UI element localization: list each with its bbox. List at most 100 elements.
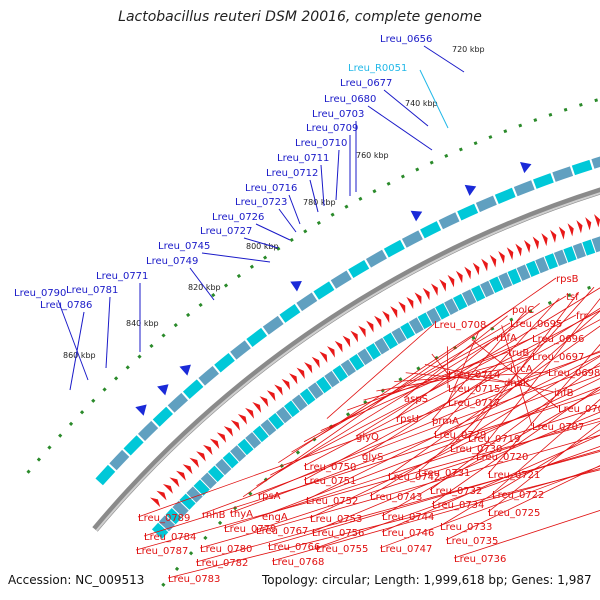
forward-gene-label: Lreu_0723	[235, 197, 287, 208]
forward-cog-band-segment	[401, 230, 423, 248]
reverse-gene-arrow	[576, 220, 583, 234]
reverse-gene-label: rbfA	[496, 333, 517, 344]
reverse-gene-label: Lreu_0779	[224, 524, 276, 535]
reverse-leader-line	[229, 374, 600, 514]
reverse-leader-line	[471, 339, 559, 409]
forward-gene-label: Lreu_0781	[66, 285, 118, 296]
reverse-gene-label: thyA	[230, 509, 253, 520]
reverse-leader-line	[381, 434, 600, 533]
forward-gene-label: Lreu_0771	[96, 271, 148, 282]
reverse-cog-band-segment	[489, 276, 504, 294]
forward-gene-label: Lreu_0790	[14, 288, 66, 299]
reverse-gene-label: Lreu_0697	[532, 352, 584, 363]
reverse-leader-line	[346, 351, 509, 411]
reverse-cog-band-segment	[276, 406, 292, 424]
reverse-leader-line	[167, 469, 600, 579]
forward-leader-line	[105, 296, 111, 369]
reverse-leader-line	[257, 350, 600, 496]
reverse-gene-label: Lreu_0722	[492, 490, 544, 501]
reverse-gene-arrow	[506, 247, 514, 261]
reverse-leader-line	[137, 351, 600, 518]
reverse-cog-band-segment	[535, 256, 549, 274]
reverse-gene-arrow	[455, 270, 463, 284]
reverse-gene-label: Lreu_0756	[312, 528, 364, 539]
reverse-gene-arrow	[532, 236, 540, 250]
reverse-cog-band-segment	[324, 370, 340, 388]
forward-gene-label: Lreu_0726	[212, 212, 264, 223]
reverse-gene-label: Lreu_0783	[168, 574, 220, 585]
forward-cog-band-segment	[383, 239, 405, 258]
reverse-gene-label: rpsB	[556, 274, 579, 285]
forward-cog-band-segment	[246, 327, 268, 347]
reverse-leader-line	[431, 310, 527, 421]
forward-gene-label: Lreu_0680	[324, 94, 376, 105]
reverse-cog-band-segment	[452, 293, 468, 311]
reverse-gene-arrow	[447, 274, 455, 288]
forward-cog-band-segment	[167, 392, 189, 413]
reverse-cog-band-segment	[222, 452, 239, 469]
reverse-gene-arrow	[342, 335, 351, 348]
forward-leader-line	[320, 164, 325, 207]
reverse-leader-line	[320, 337, 533, 431]
reverse-gene-label: Lreu_0768	[272, 557, 324, 568]
reverse-cog-band-segment	[349, 353, 365, 371]
reverse-gene-arrow	[398, 301, 406, 314]
forward-cog-band-segment	[365, 249, 387, 268]
reverse-cog-band-segment	[260, 419, 277, 436]
reverse-gene-arrow	[382, 310, 390, 323]
reverse-gene-arrow	[245, 407, 255, 419]
reverse-gene-arrow	[289, 373, 298, 385]
reverse-gene-arrow	[498, 250, 505, 264]
reverse-gene-arrow	[430, 283, 438, 296]
reverse-gene-arrow	[304, 362, 313, 374]
reverse-gene-arrow	[489, 254, 497, 268]
reverse-cog-band-segment	[498, 272, 513, 289]
reverse-cog-band-segment	[357, 348, 373, 366]
reverse-cog-band-segment	[215, 458, 232, 476]
forward-cog-band-segment	[348, 259, 370, 278]
forward-gene-label: Lreu_0745	[158, 241, 210, 252]
reverse-gene-label: Lreu_0695	[510, 319, 562, 330]
forward-leader-line	[423, 45, 465, 73]
reverse-gene-arrow	[350, 330, 358, 343]
forward-cog-band-segment	[109, 449, 130, 471]
reverse-gene-label: Lreu_0714	[448, 370, 500, 381]
reverse-gene-label: Lreu_0725	[488, 508, 540, 519]
reverse-gene-arrow	[422, 287, 430, 301]
forward-cog-band-segment	[420, 221, 442, 239]
reverse-leader-line	[291, 322, 511, 453]
reverse-leader-line	[303, 319, 600, 481]
reverse-gene-arrow	[216, 432, 227, 443]
reverse-gene-label: Lreu_0755	[316, 544, 368, 555]
reverse-gene-label: Lreu_0742	[388, 472, 440, 483]
reverse-gene-label: Lreu_0735	[446, 536, 498, 547]
forward-cog-band-segment	[262, 315, 284, 335]
reverse-cog-band-segment	[435, 302, 450, 320]
reverse-cog-band-segment	[200, 472, 217, 489]
reverse-leader-line	[394, 371, 549, 382]
map-title: Lactobacillus reuteri DSM 20016, complet…	[118, 9, 482, 25]
reverse-gene-arrow	[358, 325, 366, 338]
reverse-cog-band-segment	[283, 400, 300, 418]
reverse-gene-label: rpsU	[396, 414, 419, 425]
reverse-cog-band-segment	[374, 337, 390, 355]
reverse-cog-band-segment	[172, 500, 189, 517]
reverse-gene-arrow	[472, 262, 480, 276]
reverse-leader-line	[429, 362, 600, 491]
reverse-gene-arrow	[311, 356, 320, 369]
reverse-leader-line	[467, 291, 579, 439]
reverse-leader-line	[403, 315, 508, 399]
reverse-cog-band-segment	[461, 289, 477, 306]
forward-leader-line	[335, 149, 340, 201]
reverse-gene-label: Lreu_0730	[450, 444, 502, 455]
reverse-gene-arrow	[464, 266, 472, 280]
reverse-gene-arrow	[558, 226, 566, 240]
reverse-gene-arrow	[523, 240, 531, 253]
reverse-gene-label: Lreu_0698	[548, 368, 600, 379]
forward-gene-label: Lreu_0727	[200, 226, 252, 237]
reverse-leader-line	[487, 422, 600, 513]
forward-leader-line	[278, 208, 297, 233]
reverse-cog-band-segment	[382, 332, 398, 350]
reverse-cog-band-segment	[391, 327, 407, 345]
